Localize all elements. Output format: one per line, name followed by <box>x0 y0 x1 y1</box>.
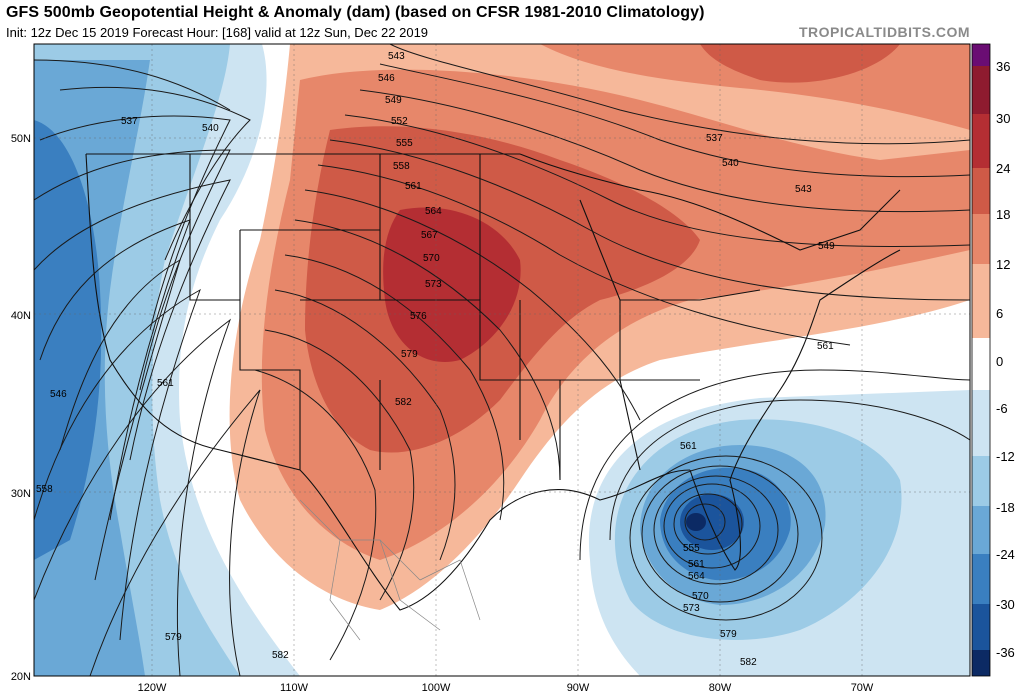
longitude-labels: 120W 110W 100W 90W 80W 70W <box>138 682 874 694</box>
contour-label: 567 <box>421 230 438 241</box>
contour-label: 573 <box>683 603 700 614</box>
contour-label: 555 <box>396 138 413 149</box>
colorbar-swatch <box>972 650 990 676</box>
contour-label: 537 <box>121 116 138 127</box>
contour-label: 540 <box>202 123 219 134</box>
lon-label: 110W <box>280 682 309 694</box>
contour-label: 549 <box>385 95 402 106</box>
lon-label: 120W <box>138 682 167 694</box>
west-trough-anomaly <box>34 44 300 676</box>
contour-label: 540 <box>722 158 739 169</box>
contour-label: 543 <box>388 51 405 62</box>
colorbar-tick: -18 <box>996 500 1015 515</box>
florida-low-anomaly <box>588 390 970 676</box>
colorbar-tick: -12 <box>996 449 1015 464</box>
site-watermark: TROPICALTIDBITS.COM <box>798 24 970 40</box>
colorbar-tick: 36 <box>996 59 1010 74</box>
contour-label: 582 <box>272 650 289 661</box>
lon-label: 80W <box>709 682 732 694</box>
lat-label: 50N <box>11 133 31 145</box>
colorbar-tick: 24 <box>996 161 1010 176</box>
contour-label: 558 <box>393 161 410 172</box>
contour-label: 561 <box>688 559 705 570</box>
lat-label: 20N <box>11 671 31 683</box>
contour-label: 582 <box>395 397 412 408</box>
colorbar-swatch <box>972 506 990 554</box>
lon-label: 90W <box>567 682 590 694</box>
contour-label: 546 <box>378 73 395 84</box>
colorbar-tick: 12 <box>996 257 1010 272</box>
colorbar-tick: 18 <box>996 207 1010 222</box>
chart-subtitle: Init: 12z Dec 15 2019 Forecast Hour: [16… <box>6 25 429 40</box>
contour-label: 579 <box>165 632 182 643</box>
contour-label: 579 <box>720 629 737 640</box>
colorbar-tick: -30 <box>996 597 1015 612</box>
colorbar-swatch <box>972 390 990 456</box>
lon-label: 70W <box>851 682 874 694</box>
political-boundaries <box>85 153 901 611</box>
contour-label: 558 <box>36 484 53 495</box>
colorbar-swatch <box>972 456 990 506</box>
lon-label: 100W <box>422 682 451 694</box>
chart-title: GFS 500mb Geopotential Height & Anomaly … <box>6 4 705 21</box>
colorbar-ticks: 36 30 24 18 12 6 0 -6 -12 -18 -24 -30 -3… <box>996 59 1015 660</box>
contour-label: 549 <box>818 241 835 252</box>
contour-label: 546 <box>50 389 67 400</box>
colorbar-swatch <box>972 168 990 214</box>
lat-label: 30N <box>11 488 31 500</box>
lat-label: 40N <box>11 310 31 322</box>
colorbar-swatch <box>972 114 990 168</box>
colorbar-tick: 30 <box>996 111 1010 126</box>
contour-label: 582 <box>740 657 757 668</box>
colorbar-swatch <box>972 264 990 338</box>
contour-label: 570 <box>423 253 440 264</box>
colorbar-tick: -6 <box>996 401 1008 416</box>
central-ridge-anomaly <box>229 44 970 610</box>
contour-label: 543 <box>795 184 812 195</box>
colorbar-tick: -24 <box>996 547 1015 562</box>
colorbar: 36 30 24 18 12 6 0 -6 -12 -18 -24 -30 -3… <box>971 43 1015 677</box>
colorbar-swatch <box>972 338 990 390</box>
colorbar-swatch <box>972 214 990 264</box>
contour-label: 561 <box>817 341 834 352</box>
contour-labels: 543 546 549 552 555 558 561 564 567 570 … <box>36 51 835 668</box>
contour-label: 564 <box>425 206 442 217</box>
contour-label: 570 <box>692 591 709 602</box>
mexico-state-borders <box>299 499 481 641</box>
graticule <box>34 44 970 676</box>
contour-label: 564 <box>688 571 705 582</box>
contour-label: 561 <box>405 181 422 192</box>
contour-label: 573 <box>425 279 442 290</box>
contour-label: 576 <box>410 311 427 322</box>
colorbar-tick: 0 <box>996 354 1003 369</box>
colorbar-tick: -36 <box>996 645 1015 660</box>
colorbar-swatch <box>972 44 990 66</box>
contour-label: 537 <box>706 133 723 144</box>
colorbar-swatch <box>972 66 990 114</box>
latitude-labels: 50N 40N 30N 20N <box>11 133 31 683</box>
contour-label: 561 <box>680 441 697 452</box>
map-area: 543 546 549 552 555 558 561 564 567 570 … <box>34 44 970 676</box>
contour-label: 561 <box>157 378 174 389</box>
height-contours <box>34 44 970 676</box>
contour-label: 555 <box>683 543 700 554</box>
colorbar-swatch <box>972 604 990 650</box>
colorbar-swatch <box>972 554 990 604</box>
colorbar-tick: 6 <box>996 306 1003 321</box>
contour-label: 552 <box>391 116 408 127</box>
map-frame <box>33 43 971 677</box>
contour-label: 579 <box>401 349 418 360</box>
